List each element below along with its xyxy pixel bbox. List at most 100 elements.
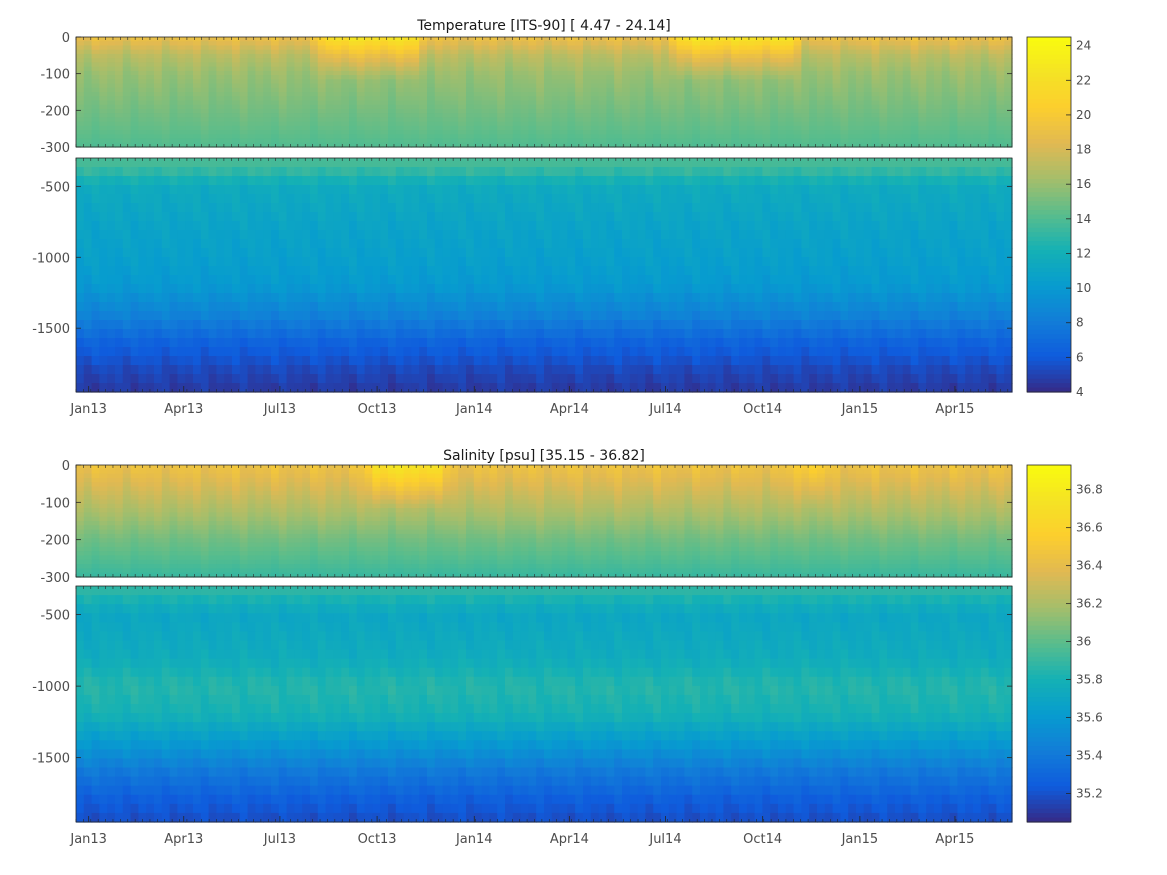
heatmap-cell <box>286 320 295 330</box>
heatmap-cell <box>895 121 904 127</box>
heatmap-cell <box>411 374 420 384</box>
heatmap-cell <box>232 185 241 195</box>
heatmap-cell <box>76 167 85 177</box>
heatmap-cell <box>395 284 405 294</box>
heatmap-cell <box>450 37 459 42</box>
heatmap-cell <box>544 130 553 135</box>
heatmap-cell <box>263 62 272 68</box>
heatmap-cell <box>512 383 522 393</box>
heatmap-cell <box>333 130 342 135</box>
heatmap-cell <box>341 158 350 168</box>
heatmap-cell <box>115 49 124 55</box>
heatmap-cell <box>707 41 717 47</box>
heatmap-cell <box>536 275 545 285</box>
heatmap-cell <box>411 49 420 55</box>
heatmap-cell <box>848 53 857 59</box>
heatmap-cell <box>684 125 693 131</box>
heatmap-cell <box>83 221 93 231</box>
heatmap-cell <box>380 79 389 85</box>
heatmap-cell <box>497 53 506 59</box>
heatmap-cell <box>520 257 529 267</box>
heatmap-cell <box>770 53 779 59</box>
heatmap-cell <box>208 176 217 186</box>
heatmap-cell <box>481 79 490 85</box>
heatmap-cell <box>310 87 319 93</box>
heatmap-cell <box>434 62 444 68</box>
heatmap-cell <box>200 100 210 106</box>
heatmap-cell <box>333 230 342 240</box>
heatmap-cell <box>372 248 381 258</box>
heatmap-cell <box>770 130 779 135</box>
heatmap-cell <box>278 70 288 76</box>
heatmap-cell <box>902 138 912 144</box>
heatmap-cell <box>973 121 982 127</box>
heatmap-cell <box>466 125 475 131</box>
heatmap-cell <box>302 83 311 89</box>
heatmap-cell <box>871 45 880 51</box>
heatmap-cell <box>739 70 748 76</box>
heatmap-cell <box>434 338 444 348</box>
heatmap-cell <box>411 302 420 312</box>
heatmap-cell <box>83 284 93 294</box>
heatmap-cell <box>442 79 451 85</box>
heatmap-cell <box>216 203 225 213</box>
heatmap-cell <box>185 338 194 348</box>
heatmap-cell <box>575 100 584 106</box>
heatmap-cell <box>122 266 132 276</box>
heatmap-cell <box>668 121 678 127</box>
heatmap-cell <box>863 70 873 76</box>
heatmap-cell <box>317 311 327 321</box>
heatmap-cell <box>458 100 467 106</box>
heatmap-cell <box>146 194 155 204</box>
heatmap-cell <box>590 62 600 68</box>
heatmap-cell <box>528 79 537 85</box>
heatmap-cell <box>122 130 132 135</box>
heatmap-cell <box>941 134 951 140</box>
heatmap-cell <box>824 92 834 97</box>
heatmap-cell <box>528 134 537 140</box>
heatmap-cell <box>130 185 139 195</box>
heatmap-cell <box>146 108 155 114</box>
heatmap-cell <box>832 125 841 131</box>
heatmap-cell <box>918 96 927 102</box>
heatmap-cell <box>99 113 108 118</box>
heatmap-cell <box>263 104 272 110</box>
heatmap-cell <box>481 185 490 195</box>
heatmap-cell <box>200 275 210 285</box>
heatmap-cell <box>466 108 475 114</box>
heatmap-cell <box>91 134 100 140</box>
heatmap-cell <box>871 117 880 123</box>
heatmap-cell <box>224 365 233 375</box>
heatmap-cell <box>130 239 139 249</box>
heatmap-cell <box>567 83 576 89</box>
heatmap-cell <box>505 239 514 249</box>
heatmap-cell <box>879 138 888 144</box>
heatmap-cell <box>434 96 444 102</box>
heatmap-cell <box>154 113 163 118</box>
heatmap-cell <box>715 138 724 144</box>
heatmap-cell <box>349 356 358 366</box>
heatmap-cell <box>247 75 256 80</box>
heatmap-cell <box>809 117 818 123</box>
heatmap-cell <box>692 53 701 59</box>
heatmap-cell <box>567 125 576 131</box>
heatmap-cell <box>419 239 428 249</box>
heatmap-cell <box>294 365 303 375</box>
heatmap-cell <box>957 62 966 68</box>
heatmap-cell <box>115 108 124 114</box>
heatmap-cell <box>879 96 888 102</box>
heatmap-cell <box>411 70 420 76</box>
heatmap-cell <box>294 167 303 177</box>
heatmap-cell <box>450 329 459 339</box>
heatmap-cell <box>356 329 366 339</box>
heatmap-cell <box>115 302 124 312</box>
heatmap-cell <box>146 58 155 63</box>
heatmap-cell <box>115 104 124 110</box>
heatmap-cell <box>317 121 327 127</box>
heatmap-cell <box>239 302 249 312</box>
heatmap-cell <box>388 138 397 144</box>
heatmap-cell <box>411 100 420 106</box>
heatmap-cell <box>481 320 490 330</box>
heatmap-cell <box>263 113 272 118</box>
heatmap-cell <box>528 185 537 195</box>
